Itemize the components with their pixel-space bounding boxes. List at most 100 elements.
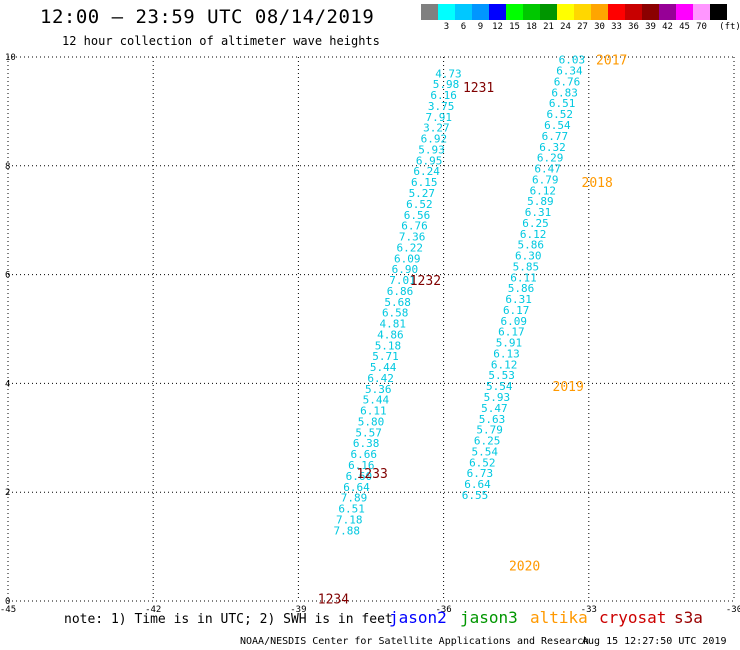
wave-height-value: 5.57: [355, 426, 382, 439]
wave-height-value: 5.36: [365, 383, 392, 396]
legend-label: 15: [509, 22, 520, 32]
mission-label-s3a: s3a: [674, 608, 703, 627]
wave-height-value: 5.27: [409, 187, 436, 200]
wave-height-value: 6.29: [537, 152, 564, 165]
legend-swatch: [421, 4, 438, 20]
mission-label-jason3: jason3: [460, 608, 518, 627]
wave-height-value: 5.53: [488, 369, 515, 382]
wave-height-value: 6.15: [411, 176, 438, 189]
wave-height-value: 6.12: [530, 184, 557, 197]
wave-height-value: 6.64: [343, 481, 370, 494]
credit-line: NOAA/NESDIS Center for Satellite Applica…: [240, 636, 590, 647]
wave-height-value: 6.12: [520, 228, 547, 241]
wave-height-value: 6.77: [542, 130, 569, 143]
legend-label: 39: [645, 22, 656, 32]
legend-swatch: [472, 4, 489, 20]
y-tick-label: 6: [5, 271, 10, 281]
wave-height-value: 6.92: [421, 133, 448, 146]
wave-height-value: 6.25: [474, 435, 501, 448]
legend-label: 36: [628, 22, 639, 32]
wave-height-value: 6.03: [559, 54, 586, 67]
wave-height-value: 4.81: [380, 318, 407, 331]
wave-height-value: 6.09: [501, 315, 528, 328]
x-tick-label: -33: [581, 605, 597, 615]
wave-height-value: 6.60: [346, 470, 373, 483]
wave-height-value: 6.34: [556, 65, 583, 78]
legend-swatch: [676, 4, 693, 20]
wave-height-value: 6.31: [505, 293, 532, 306]
wave-height-value: 6.38: [353, 437, 380, 450]
pass-time-label: 1231: [463, 81, 494, 96]
wave-height-value: 5.93: [418, 143, 445, 156]
wave-height-value: 5.71: [372, 350, 399, 363]
wave-height-value: 3.75: [428, 100, 455, 113]
legend-swatch: [693, 4, 710, 20]
wave-height-value: 6.95: [416, 154, 443, 167]
wave-height-value: 6.55: [462, 489, 489, 502]
wave-height-value: 6.58: [382, 307, 409, 320]
legend-swatch: [557, 4, 574, 20]
wave-height-value: 5.91: [496, 337, 523, 350]
legend-swatch: [489, 4, 506, 20]
wave-height-value: 6.51: [549, 97, 576, 110]
wave-height-value: 5.54: [486, 380, 513, 393]
mission-label-jason2: jason2: [389, 608, 447, 627]
wave-height-value: 5.86: [517, 239, 544, 252]
legend-swatch: [574, 4, 591, 20]
y-tick-label: 0: [5, 597, 10, 607]
pass-time-label: 2020: [509, 560, 540, 575]
legend-unit: (ft): [719, 22, 740, 32]
wave-height-value: 6.52: [406, 198, 433, 211]
page-subtitle: 12 hour collection of altimeter wave hei…: [62, 34, 380, 48]
legend-label: 42: [662, 22, 673, 32]
wave-height-value: 6.86: [387, 285, 414, 298]
wave-height-value: 7.36: [399, 231, 426, 244]
wave-height-value: 7.18: [336, 513, 363, 526]
wave-height-value: 6.66: [350, 448, 377, 461]
x-tick-label: -36: [435, 605, 451, 615]
legend-label: 27: [577, 22, 588, 32]
pass-time-label: 1232: [410, 274, 441, 289]
wave-height-value: 6.24: [413, 165, 440, 178]
legend-swatch: [523, 4, 540, 20]
wave-height-value: 6.25: [522, 217, 549, 230]
wave-height-value: 6.52: [469, 456, 496, 469]
wave-height-value: 5.89: [527, 195, 554, 208]
legend-swatch: [540, 4, 557, 20]
wave-height-value: 6.31: [525, 206, 552, 219]
wave-height-value: 5.63: [479, 413, 506, 426]
wave-height-value: 7.91: [426, 111, 453, 124]
wave-height-value: 7.88: [334, 524, 361, 537]
wave-height-value: 5.54: [471, 445, 498, 458]
footer-note: note: 1) Time is in UTC; 2) SWH is in fe…: [64, 612, 393, 627]
wave-height-value: 6.47: [534, 163, 561, 176]
wave-height-value: 6.16: [430, 89, 457, 102]
wave-height-value: 5.44: [370, 361, 397, 374]
legend-label: 21: [543, 22, 554, 32]
pass-time-label: 2017: [596, 54, 627, 69]
legend-swatch: [710, 4, 727, 20]
wave-height-value: 4.86: [377, 328, 404, 341]
legend-swatch: [642, 4, 659, 20]
legend-swatch: [506, 4, 523, 20]
wave-height-value: 4.73: [435, 67, 462, 80]
wave-height-value: 5.85: [513, 260, 540, 273]
y-tick-label: 2: [5, 488, 10, 498]
wave-height-value: 5.80: [358, 415, 385, 428]
x-tick-label: -45: [0, 605, 16, 615]
legend-label: 6: [460, 22, 467, 32]
wave-height-value: 5.44: [363, 394, 390, 407]
wave-height-value: 6.76: [554, 75, 581, 88]
wave-height-value: 6.17: [498, 326, 525, 339]
wave-height-value: 6.64: [464, 478, 491, 491]
legend-label: 24: [560, 22, 571, 32]
wave-height-value: 6.30: [515, 250, 542, 263]
mission-label-cryosat: cryosat: [599, 608, 667, 627]
wave-height-value: 6.16: [348, 459, 375, 472]
wave-height-value: 5.68: [384, 296, 411, 309]
wave-height-value: 6.32: [539, 141, 566, 154]
color-scale-legend: [421, 4, 727, 20]
wave-height-value: 6.12: [491, 358, 518, 371]
legend-label: 70: [696, 22, 707, 32]
